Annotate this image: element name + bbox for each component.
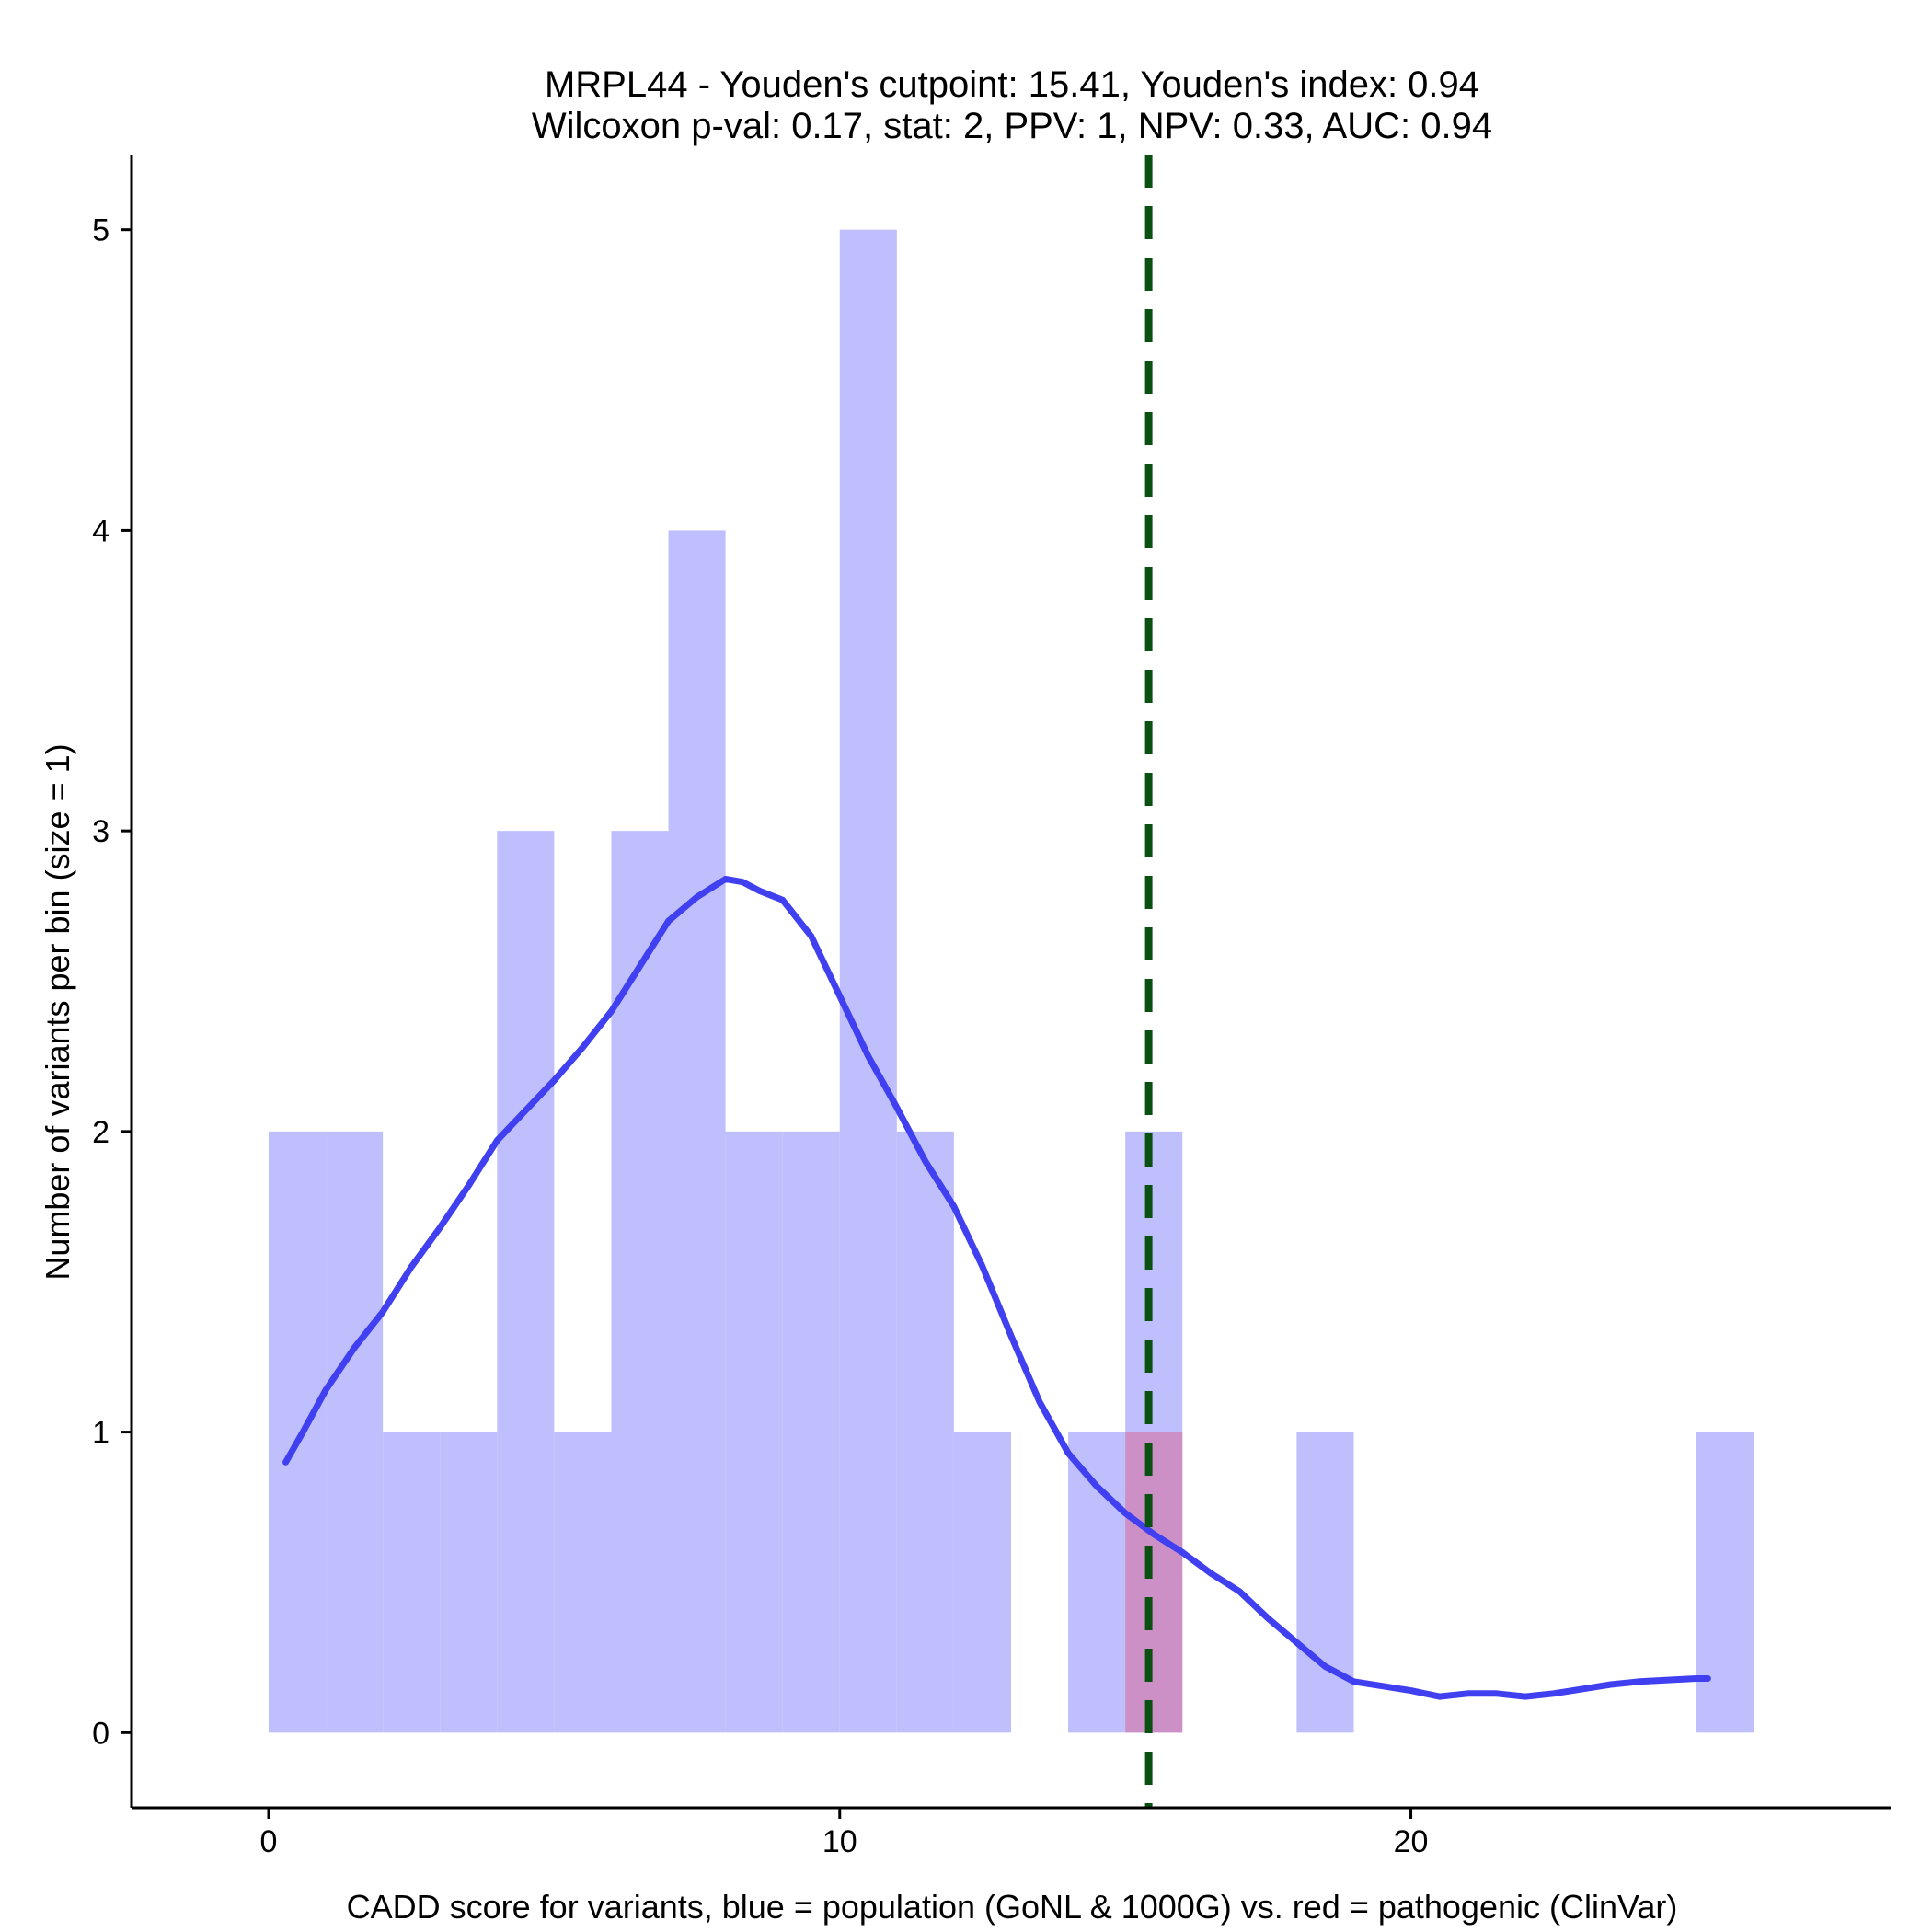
bars-layer — [268, 229, 1754, 1733]
x-tick-label-0: 0 — [260, 1824, 278, 1859]
population-bar-5 — [554, 1432, 612, 1733]
population-bar-7 — [668, 530, 726, 1733]
population-bar-0 — [268, 1131, 327, 1733]
axes-layer: 0 10 20 0 1 2 3 4 5 — [92, 155, 1891, 1859]
y-tick-label-1: 1 — [92, 1416, 109, 1451]
y-tick-label-4: 4 — [92, 513, 109, 548]
y-tick-label-0: 0 — [92, 1716, 109, 1751]
chart-title-line-1: MRPL44 - Youden's cutpoint: 15.41, Youde… — [545, 64, 1479, 105]
population-bar-11 — [896, 1131, 954, 1733]
population-bar-14 — [1068, 1432, 1126, 1733]
population-bar-6 — [611, 831, 669, 1733]
population-bar-3 — [440, 1432, 498, 1733]
population-bar-8 — [725, 1131, 783, 1733]
y-tick-label-5: 5 — [92, 213, 109, 248]
density-layer — [282, 875, 1711, 1700]
population-bar-9 — [782, 1131, 840, 1733]
x-axis-label: CADD score for variants, blue = populati… — [347, 1888, 1678, 1926]
population-bar-10 — [839, 229, 897, 1733]
density-curve — [282, 875, 1711, 1700]
pathogenic-bar-15 — [1125, 1432, 1183, 1733]
x-tick-label-20: 20 — [1394, 1824, 1429, 1859]
population-bar-4 — [497, 831, 555, 1733]
x-tick-label-10: 10 — [822, 1824, 857, 1859]
population-bar-1 — [326, 1131, 384, 1733]
population-bar-12 — [953, 1432, 1011, 1733]
population-bar-18 — [1296, 1432, 1354, 1733]
chart-title-line-2: Wilcoxon p-val: 0.17, stat: 2, PPV: 1, N… — [532, 106, 1492, 146]
population-bar-2 — [383, 1432, 441, 1733]
y-tick-label-3: 3 — [92, 814, 109, 849]
population-bar-25 — [1696, 1432, 1754, 1733]
y-tick-label-2: 2 — [92, 1115, 109, 1150]
y-axis-label: Number of variants per bin (size = 1) — [39, 743, 76, 1280]
